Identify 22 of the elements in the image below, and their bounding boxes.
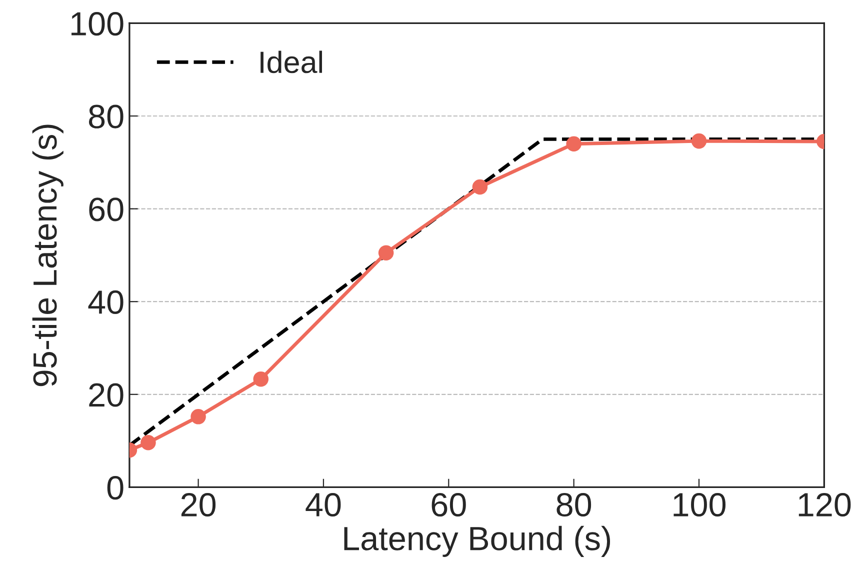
y-tick-label: 40 xyxy=(88,290,124,314)
x-tick-label: 40 xyxy=(306,492,341,517)
x-axis-title: Latency Bound (s) xyxy=(344,526,610,557)
point xyxy=(253,371,269,387)
y-tick-label: 80 xyxy=(88,104,124,128)
x-tick-label: 120 xyxy=(798,492,851,517)
point xyxy=(566,136,582,152)
point xyxy=(691,133,707,149)
point xyxy=(140,435,156,450)
point xyxy=(472,179,488,195)
point xyxy=(378,245,394,261)
x-tick-label: 80 xyxy=(556,492,592,517)
x-tick-label: 60 xyxy=(432,492,466,517)
y-tick-label: 20 xyxy=(89,383,124,407)
x-tick-label: 100 xyxy=(674,492,726,517)
y-tick-label: 0 xyxy=(107,476,124,500)
x-tick-label: 20 xyxy=(181,492,216,517)
y-axis-title: 95-tile Latency (s) xyxy=(32,124,64,386)
y-tick-label: 60 xyxy=(89,198,124,222)
legend-label: Ideal xyxy=(260,50,322,74)
point xyxy=(190,409,206,424)
y-tick-label: 100 xyxy=(72,12,124,36)
